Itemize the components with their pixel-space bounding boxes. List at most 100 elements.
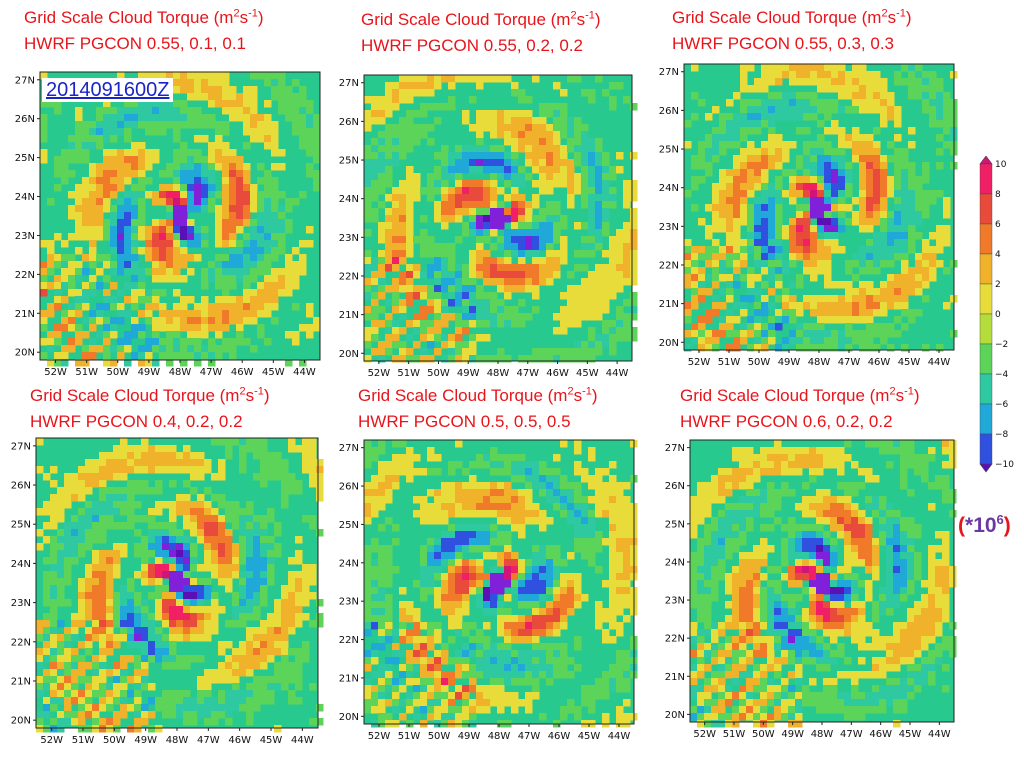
plot-panel-2: 27N 26N 25N 24N 23N 22N 21N 20N 52W 51W 50W 49W 48W 4… xyxy=(336,74,638,387)
scale-factor-note: (*106) xyxy=(958,512,1011,537)
x-tick-label: 46W xyxy=(231,367,254,378)
y-tick-label: 26N xyxy=(665,481,685,492)
y-tick-label: 24N xyxy=(11,559,31,570)
x-tick-label: 51W xyxy=(397,368,420,379)
panel-5-config: HWRF PGCON 0.5, 0.5, 0.5 xyxy=(358,412,571,431)
colorbar-segment xyxy=(979,433,993,465)
y-tick-label: 26N xyxy=(11,481,31,492)
colorbar: 10 8 6 4 2 0 −2 −4 −6 −8 −10 xyxy=(976,155,1016,481)
colorbar-label: −10 xyxy=(995,460,1014,470)
y-tick-label: 24N xyxy=(659,183,679,194)
colorbar-segment xyxy=(979,403,993,435)
plot-panel-4: 27N 26N 25N 24N 23N 22N 21N 20N 52W 51W 50W 49W 48W 4… xyxy=(8,437,324,754)
panel-5-title: Grid Scale Cloud Torque (m2s-1) HWRF PGC… xyxy=(358,383,598,435)
y-tick-label: 21N xyxy=(15,309,35,320)
colorbar-segment xyxy=(979,373,993,405)
x-tick-label: 46W xyxy=(868,357,891,368)
panel-4-config: HWRF PGCON 0.4, 0.2, 0.2 xyxy=(30,412,243,431)
x-tick-label: 49W xyxy=(138,367,161,378)
x-tick-label: 50W xyxy=(106,367,129,378)
colorbar-label: 10 xyxy=(995,160,1007,170)
heatmap-cells xyxy=(684,64,958,352)
y-tick-label: 20N xyxy=(665,710,685,721)
panel-4-title: Grid Scale Cloud Torque (m2s-1) HWRF PGC… xyxy=(30,383,270,435)
x-tick-label: 45W xyxy=(576,368,599,379)
y-tick-label: 23N xyxy=(665,596,685,607)
y-tick-label: 20N xyxy=(15,348,35,359)
heatmap-svg: 27N 26N 25N 24N 23N 22N 21N 20N 52W 51W 50W 49W 48W 4… xyxy=(339,439,638,742)
colorbar-segment xyxy=(979,343,993,375)
panel-2-title: Grid Scale Cloud Torque (m2s-1) HWRF PGC… xyxy=(361,7,601,59)
colorbar-label: −8 xyxy=(995,430,1009,440)
panel-1-title: Grid Scale Cloud Torque (m2s-1) HWRF PGC… xyxy=(24,5,264,57)
y-tick-label: 27N xyxy=(659,67,679,78)
panel-3-title: Grid Scale Cloud Torque (m2s-1) HWRF PGC… xyxy=(672,5,912,57)
y-tick-label: 27N xyxy=(15,75,35,86)
y-tick-label: 20N xyxy=(339,712,359,723)
x-tick-label: 46W xyxy=(546,368,569,379)
heatmap-svg: 27N 26N 25N 24N 23N 22N 21N 20N 52W 51W 50W 49W 48W 4… xyxy=(11,437,324,746)
y-tick-label: 23N xyxy=(11,598,31,609)
y-tick-label: 24N xyxy=(665,557,685,568)
title-text: Grid Scale Cloud Torque (m2s-1) xyxy=(30,385,270,405)
heatmap-cells xyxy=(690,440,957,728)
x-tick-label: 49W xyxy=(458,731,481,742)
x-tick-label: 48W xyxy=(488,731,511,742)
colorbar-segment xyxy=(979,193,993,225)
x-tick-label: 52W xyxy=(40,735,63,746)
x-tick-label: 51W xyxy=(723,729,746,740)
colorbar-segment xyxy=(979,283,993,315)
title-text: Grid Scale Cloud Torque (m2s-1) xyxy=(680,385,920,405)
y-tick-label: 24N xyxy=(15,192,35,203)
heatmap-cells xyxy=(364,440,638,728)
title-text: Grid Scale Cloud Torque (m2s-1) xyxy=(672,7,912,27)
x-tick-label: 51W xyxy=(398,731,421,742)
colorbar-label: −6 xyxy=(995,400,1009,410)
x-tick-label: 50W xyxy=(748,357,771,368)
x-tick-label: 52W xyxy=(693,729,716,740)
y-tick-label: 22N xyxy=(339,271,359,282)
plot-panel-3: 27N 26N 25N 24N 23N 22N 21N 20N 52W 51W 50W 49W 48W 4… xyxy=(656,63,958,376)
heatmap-svg: 27N 26N 25N 24N 23N 22N 21N 20N 52W 51W 50W 49W 48W 4… xyxy=(15,71,321,378)
colorbar-segment xyxy=(979,223,993,255)
x-tick-label: 52W xyxy=(368,731,391,742)
y-tick-label: 25N xyxy=(339,156,359,167)
x-tick-label: 48W xyxy=(166,735,189,746)
x-tick-label: 45W xyxy=(260,735,283,746)
x-tick-label: 49W xyxy=(778,357,801,368)
y-tick-label: 23N xyxy=(659,222,679,233)
y-tick-label: 27N xyxy=(665,443,685,454)
y-tick-label: 26N xyxy=(339,482,359,493)
y-tick-label: 21N xyxy=(339,310,359,321)
y-tick-label: 20N xyxy=(339,349,359,360)
panel-3-config: HWRF PGCON 0.55, 0.3, 0.3 xyxy=(672,34,895,53)
x-tick-label: 52W xyxy=(368,368,391,379)
x-tick-label: 47W xyxy=(518,731,541,742)
panel-2-config: HWRF PGCON 0.55, 0.2, 0.2 xyxy=(361,36,584,55)
y-tick-label: 25N xyxy=(665,519,685,530)
x-tick-label: 50W xyxy=(427,368,450,379)
y-tick-label: 22N xyxy=(665,634,685,645)
colorbar-label: 8 xyxy=(995,190,1001,200)
y-tick-label: 22N xyxy=(339,635,359,646)
y-tick-label: 20N xyxy=(11,716,31,727)
y-tick-label: 25N xyxy=(15,153,35,164)
y-tick-label: 22N xyxy=(11,637,31,648)
y-tick-label: 22N xyxy=(659,260,679,271)
colorbar-label: −2 xyxy=(995,340,1008,350)
x-tick-label: 50W xyxy=(428,731,451,742)
colorbar-bottom-arrow xyxy=(979,463,993,473)
x-tick-label: 48W xyxy=(169,367,192,378)
y-tick-label: 21N xyxy=(665,672,685,683)
timestamp-label[interactable]: 2014091600Z xyxy=(42,78,174,102)
x-tick-label: 46W xyxy=(548,731,571,742)
plot-panel-6: 27N 26N 25N 24N 23N 22N 21N 20N 52W 51W 50W 49W 48W 4… xyxy=(662,439,958,748)
heatmap-svg: 27N 26N 25N 24N 23N 22N 21N 20N 52W 51W 50W 49W 48W 4… xyxy=(665,439,957,740)
y-tick-label: 26N xyxy=(15,114,35,125)
x-tick-label: 51W xyxy=(75,367,98,378)
y-tick-label: 23N xyxy=(339,597,359,608)
y-tick-label: 25N xyxy=(339,520,359,531)
colorbar-label: 2 xyxy=(995,280,1001,290)
y-tick-label: 27N xyxy=(11,441,31,452)
y-tick-label: 26N xyxy=(339,117,359,128)
